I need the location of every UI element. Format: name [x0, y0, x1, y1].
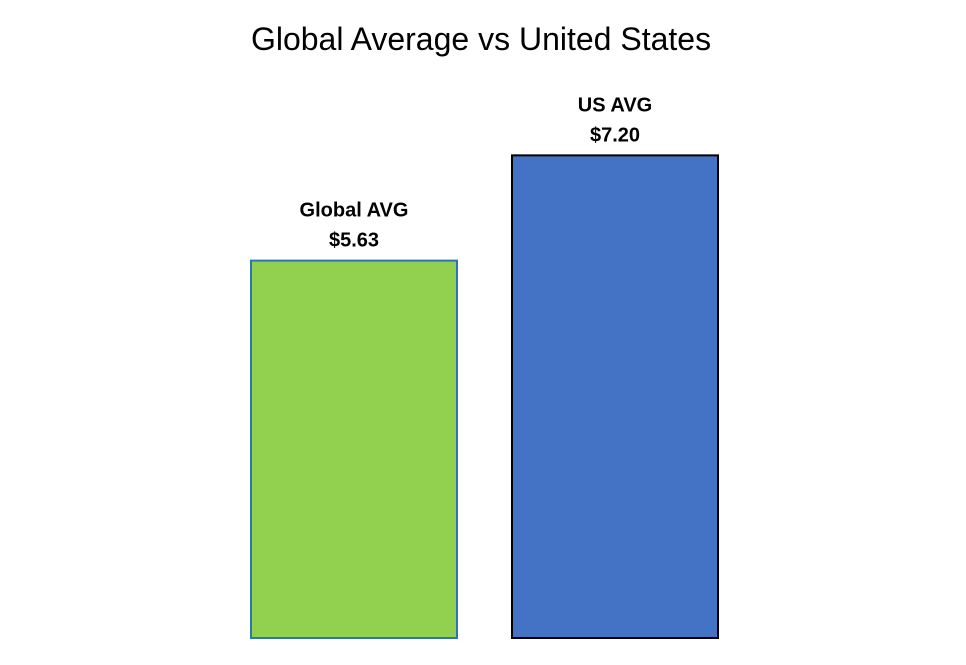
- bar-global-avg: [250, 259, 458, 639]
- value-label: $5.63: [329, 230, 379, 252]
- category-label: US AVG: [578, 94, 652, 116]
- category-label: Global AVG: [300, 200, 409, 222]
- data-labels-layer: Global AVG $5.63 US AVG $7.20: [300, 94, 653, 251]
- bars-layer: [250, 154, 719, 639]
- value-label: $7.20: [590, 124, 640, 146]
- chart-title: Global Average vs United States: [251, 21, 711, 57]
- bar-us-avg: [511, 154, 719, 639]
